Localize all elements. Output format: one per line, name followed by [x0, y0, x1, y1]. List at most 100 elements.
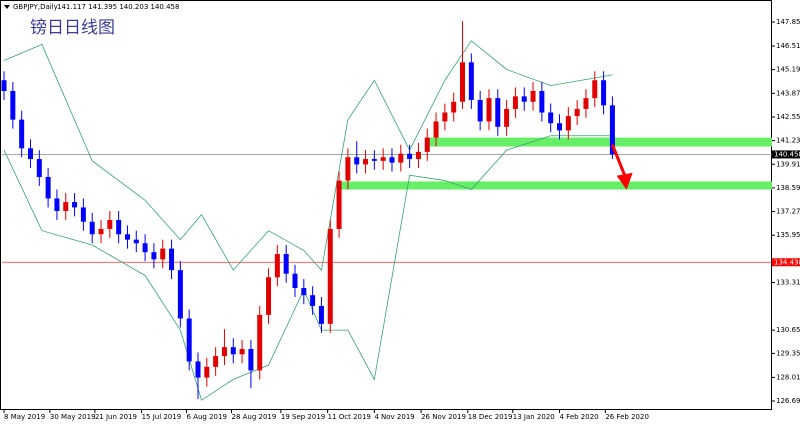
candle-body — [301, 288, 307, 296]
candle-body — [477, 99, 483, 122]
candle-body — [609, 105, 615, 155]
candle-body — [151, 252, 157, 260]
candle-body — [177, 270, 183, 319]
candle-body — [407, 153, 413, 160]
price-label: 140.458 — [774, 150, 800, 158]
x-tick-label: 4 Nov 2019 — [374, 413, 414, 421]
candle-body — [345, 157, 351, 181]
x-tick-label: 28 Aug 2019 — [232, 413, 277, 421]
candle-body — [283, 253, 289, 274]
candle-body — [415, 151, 421, 160]
x-tick-label: 19 Sep 2019 — [281, 413, 325, 421]
candle-body — [398, 153, 404, 163]
plot-frame — [0, 0, 772, 410]
candle-body — [468, 62, 474, 100]
x-tick-label: 13 Jan 2020 — [513, 413, 555, 421]
candle-body — [116, 219, 122, 235]
candle-body — [204, 366, 210, 378]
candle-body — [27, 148, 33, 160]
x-tick-label: 8 May 2019 — [4, 413, 45, 421]
x-tick-label: 15 Jul 2019 — [142, 413, 182, 421]
y-tick-label: 143.870 — [776, 89, 800, 97]
candle-body — [80, 207, 86, 222]
x-tick-label: 18 Dec 2019 — [468, 413, 513, 421]
candle-body — [36, 159, 42, 177]
candle-body — [89, 221, 95, 235]
candle-body — [548, 112, 554, 124]
y-tick-label: 141.230 — [776, 137, 800, 145]
candle-body — [530, 90, 536, 102]
candle-body — [512, 96, 518, 109]
candle-body — [213, 356, 219, 367]
candle-body — [160, 248, 166, 260]
arrow-shaft — [611, 144, 628, 179]
menu-icon — [4, 5, 10, 9]
candle-body — [460, 62, 466, 102]
candle-body — [72, 202, 78, 208]
candle-body — [539, 90, 545, 113]
quote: 141.117 141.395 140.203 140.458 — [57, 3, 179, 11]
candle-body — [133, 239, 139, 244]
candle-body — [142, 243, 148, 253]
candle-body — [63, 202, 69, 212]
y-tick-label: 142.550 — [776, 113, 800, 121]
y-tick-label: 139.910 — [776, 160, 800, 168]
x-tick-label: 4 Feb 2020 — [560, 413, 599, 421]
candle-body — [565, 116, 571, 131]
x-tick-label: 21 Jun 2019 — [95, 413, 137, 421]
candle-body — [107, 219, 113, 229]
y-tick-label: 135.950 — [776, 231, 800, 239]
candle-body — [601, 80, 607, 106]
candle-body — [371, 159, 377, 161]
x-tick-label: 26 Feb 2020 — [605, 413, 649, 421]
chart-title: 镑日日线图 — [30, 18, 115, 38]
candle-body — [389, 157, 395, 163]
y-tick-label: 137.270 — [776, 208, 800, 216]
price-label-box — [772, 150, 800, 159]
support-zone — [336, 181, 772, 190]
candle-body — [124, 234, 130, 240]
x-tick-label: 26 Nov 2019 — [421, 413, 466, 421]
candle-body — [248, 348, 254, 371]
candle-body — [363, 159, 369, 165]
candle-body — [495, 98, 501, 127]
y-tick-label: 138.590 — [776, 184, 800, 192]
candle-body — [98, 228, 104, 235]
candle-body — [574, 108, 580, 117]
y-tick-label: 128.010 — [776, 373, 800, 381]
symbol: GBPJPY,Daily — [13, 3, 58, 11]
candle-body — [274, 253, 280, 278]
arrow-head — [616, 172, 633, 190]
candle-body — [557, 123, 563, 131]
price-label-box — [772, 258, 800, 267]
candle-body — [318, 305, 324, 324]
candle-body — [169, 248, 175, 271]
candle-body — [442, 112, 448, 122]
y-tick-label: 129.350 — [776, 349, 800, 357]
support-zone — [426, 137, 772, 147]
candle-body — [354, 157, 360, 165]
bollinger-upper — [3, 40, 613, 271]
y-tick-label: 147.850 — [776, 18, 800, 26]
candle-body — [1, 80, 7, 91]
candle-body — [54, 198, 60, 212]
candle-body — [266, 277, 272, 315]
candle-body — [19, 119, 25, 149]
y-tick-label: 130.650 — [776, 326, 800, 334]
candle-body — [310, 295, 316, 306]
candle-body — [583, 98, 589, 109]
candle-body — [424, 137, 430, 152]
x-tick-label: 30 May 2019 — [50, 413, 96, 421]
candle-body — [221, 347, 227, 357]
y-tick-label: 146.510 — [776, 42, 800, 50]
candle-body — [195, 361, 201, 378]
candle-body — [45, 176, 51, 199]
candle-body — [327, 228, 333, 324]
candle-body — [10, 90, 16, 120]
y-tick-label: 126.690 — [776, 397, 800, 405]
candle-body — [451, 101, 457, 113]
price-label: 134.438 — [774, 258, 800, 266]
candle-body — [380, 157, 386, 161]
candle-body — [186, 318, 192, 362]
